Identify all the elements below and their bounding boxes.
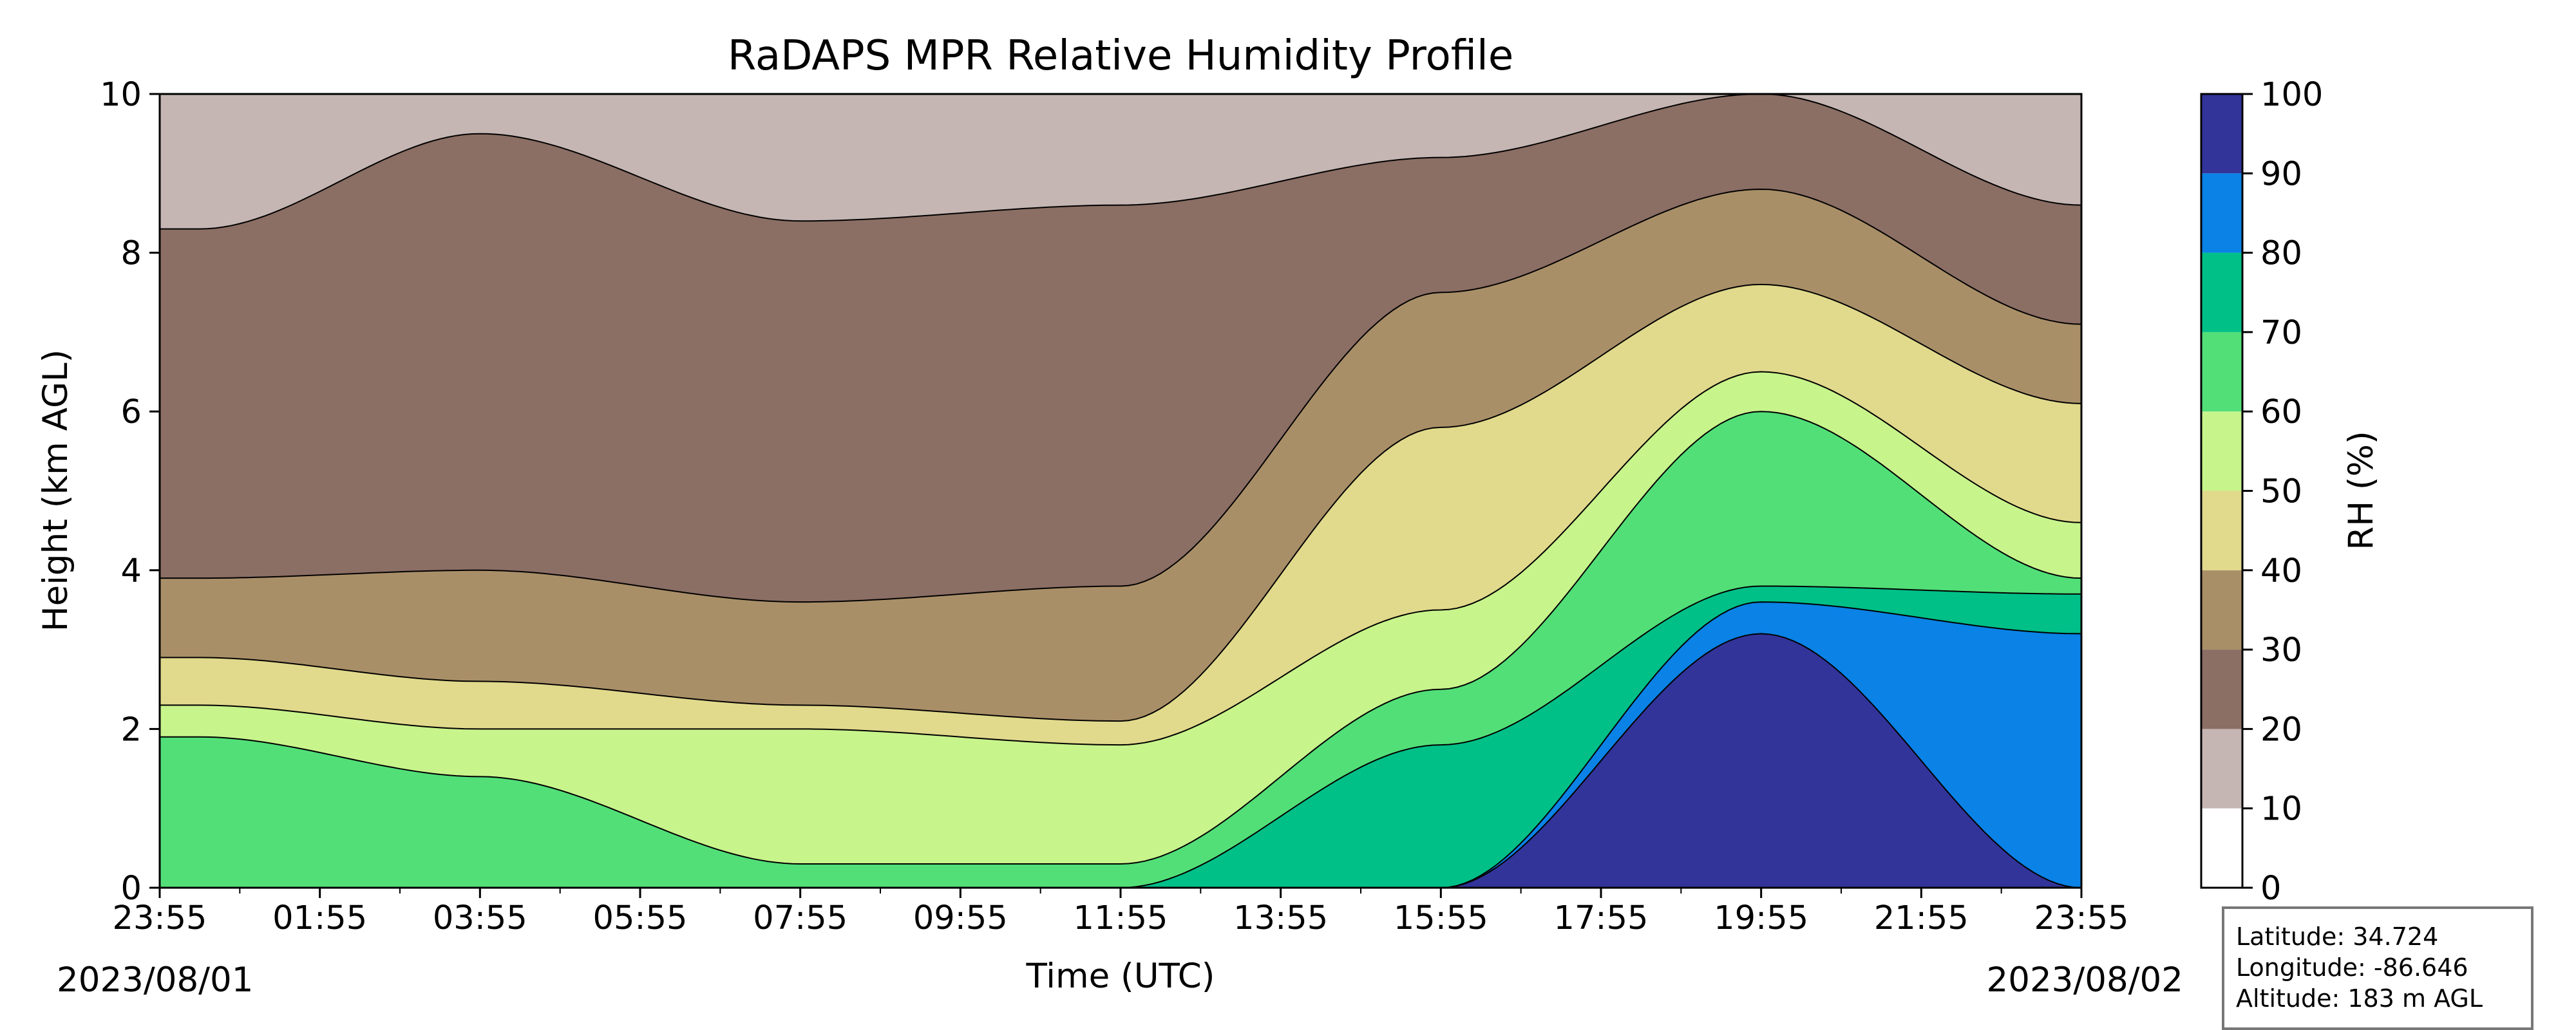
colorbar-swatch <box>2201 729 2242 809</box>
colorbar-tick-label: 40 <box>2260 552 2302 590</box>
colorbar-swatch <box>2201 570 2242 650</box>
y-tick-label: 8 <box>121 235 142 273</box>
y-tick-label: 6 <box>121 393 142 431</box>
end-date: 2023/08/02 <box>1987 960 2183 1000</box>
x-axis: 23:55 01:55 03:55 05:55 07:55 09:55 11:55 13:55… <box>113 888 2129 937</box>
altitude-text: Altitude: 183 m AGL <box>2236 984 2483 1013</box>
colorbar-swatch <box>2201 173 2242 253</box>
colorbar-tick-label: 0 <box>2260 870 2281 908</box>
x-tick-label: 17:55 <box>1554 899 1649 937</box>
latitude-text: Latitude: 34.724 <box>2236 922 2438 951</box>
chart-title: RaDAPS MPR Relative Humidity Profile <box>728 32 1513 80</box>
x-tick-label: 15:55 <box>1394 899 1488 937</box>
colorbar-tick-label: 60 <box>2260 393 2302 431</box>
x-tick-label: 07:55 <box>753 899 848 937</box>
colorbar-tick-label: 80 <box>2260 235 2302 273</box>
colorbar-tick-label: 90 <box>2260 155 2302 193</box>
y-tick-label: 2 <box>121 711 142 749</box>
colorbar-label: RH (%) <box>2342 431 2381 550</box>
colorbar-tick-label: 100 <box>2260 76 2323 114</box>
y-tick-label: 10 <box>100 76 142 114</box>
colorbar: 0 10 20 30 40 50 60 70 80 90 100 <box>2200 76 2323 908</box>
y-tick-label: 4 <box>121 552 142 590</box>
x-tick-label: 01:55 <box>272 899 367 937</box>
site-info-box: Latitude: 34.724 Longitude: -86.646 Alti… <box>2222 906 2533 1030</box>
x-tick-label: 21:55 <box>1874 899 1969 937</box>
x-tick-label: 23:55 <box>113 899 207 937</box>
x-tick-label: 19:55 <box>1714 899 1808 937</box>
colorbar-tick-label: 30 <box>2260 632 2302 670</box>
x-tick-label: 05:55 <box>593 899 688 937</box>
y-tick-label: 0 <box>121 870 142 908</box>
x-tick-label: 13:55 <box>1233 899 1328 937</box>
y-axis: 0 2 4 6 8 10 <box>100 76 160 908</box>
colorbar-tick-label: 50 <box>2260 473 2302 511</box>
colorbar-swatch <box>2201 491 2242 570</box>
x-tick-label: 09:55 <box>913 899 1008 937</box>
colorbar-swatch <box>2201 252 2242 332</box>
colorbar-tick-label: 20 <box>2260 711 2302 749</box>
colorbar-tick-label: 70 <box>2260 314 2302 352</box>
longitude-text: Longitude: -86.646 <box>2236 953 2468 982</box>
colorbar-swatch <box>2201 808 2242 888</box>
colorbar-swatch <box>2201 650 2242 729</box>
x-tick-label: 03:55 <box>433 899 527 937</box>
x-tick-label: 23:55 <box>2034 899 2129 937</box>
colorbar-swatch <box>2201 332 2242 412</box>
colorbar-tick-label: 10 <box>2260 791 2302 829</box>
rh-contour-field <box>160 94 2081 888</box>
rh-band-90-plus <box>160 633 2081 888</box>
colorbar-swatch <box>2201 411 2242 491</box>
colorbar-swatch <box>2201 94 2242 174</box>
start-date: 2023/08/01 <box>57 960 253 1000</box>
x-axis-label: Time (UTC) <box>1026 957 1215 996</box>
y-axis-label: Height (km AGL) <box>36 350 75 632</box>
x-tick-label: 11:55 <box>1074 899 1168 937</box>
